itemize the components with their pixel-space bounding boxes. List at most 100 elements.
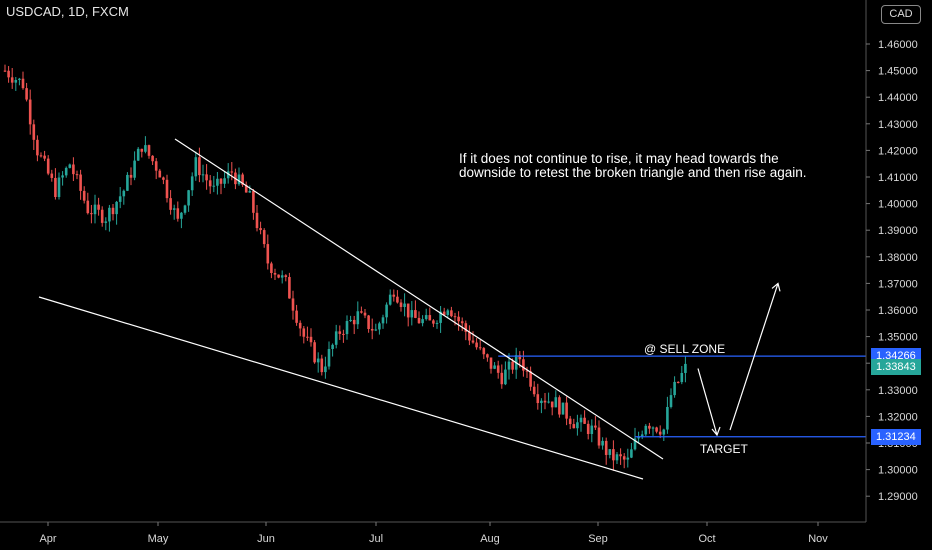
- candle-body: [172, 208, 176, 210]
- candle-body: [129, 174, 133, 178]
- candle-body: [50, 173, 54, 178]
- candle-body: [118, 196, 122, 202]
- candle-body: [511, 361, 514, 370]
- candle-body: [320, 358, 324, 373]
- candle-body: [133, 160, 136, 178]
- candle-body: [547, 401, 550, 403]
- candle-body: [565, 402, 568, 419]
- candle-body: [252, 190, 255, 213]
- candle-body: [471, 340, 475, 343]
- candle-body: [298, 322, 302, 329]
- candle-body: [241, 174, 244, 185]
- candle-body: [306, 336, 309, 338]
- candle-body: [648, 425, 651, 429]
- candle-body: [594, 425, 597, 428]
- candle-body: [396, 296, 399, 303]
- candle-body: [338, 331, 342, 334]
- candle-body: [313, 342, 316, 363]
- candle-body: [100, 209, 104, 223]
- candle-body: [342, 333, 345, 335]
- candle-body: [388, 294, 392, 305]
- y-tick-label: 1.35000: [878, 332, 918, 344]
- candle-body: [219, 178, 223, 184]
- candle-body: [554, 397, 558, 408]
- y-tick-label: 1.44000: [878, 92, 918, 104]
- candle-body: [504, 369, 507, 385]
- candle-body: [558, 397, 561, 415]
- candle-body: [162, 177, 165, 180]
- candle-body: [640, 434, 644, 437]
- candle-body: [493, 365, 496, 369]
- candle-body: [165, 179, 169, 199]
- candle-body: [500, 372, 504, 385]
- candle-body: [626, 457, 630, 460]
- candle-body: [637, 436, 640, 439]
- candle-body: [111, 207, 115, 215]
- target-label: TARGET: [700, 441, 748, 456]
- candle-body: [604, 440, 608, 455]
- x-axis: Apr May Jun Jul Aug Sep Oct Nov: [39, 522, 828, 545]
- candle-body: [316, 358, 320, 363]
- candle-body: [158, 170, 162, 178]
- candle-body: [439, 311, 442, 323]
- candle-body: [543, 400, 547, 403]
- candle-body: [334, 331, 338, 345]
- candle-body: [237, 174, 241, 185]
- candle-body: [280, 275, 284, 278]
- y-tick-label: 1.38000: [878, 252, 918, 264]
- candle-body: [356, 311, 360, 325]
- candle-body: [644, 425, 648, 435]
- candle-body: [349, 319, 352, 322]
- currency-button[interactable]: CAD: [881, 5, 921, 24]
- x-tick-label: Aug: [480, 533, 500, 545]
- candle-body: [86, 200, 90, 214]
- candle-body: [529, 371, 532, 387]
- y-tick-label: 1.40000: [878, 199, 918, 211]
- candle-body: [151, 155, 154, 162]
- candle-body: [327, 348, 331, 367]
- candle-body: [21, 78, 25, 89]
- y-axis: 1.46000 1.45000 1.44000 1.43000 1.42000 1.410…: [0, 0, 918, 523]
- candle-body: [259, 228, 262, 231]
- candle-body: [3, 70, 7, 72]
- candle-body: [25, 88, 28, 100]
- candle-body: [421, 319, 424, 324]
- candle-body: [608, 449, 612, 455]
- candle-body: [64, 167, 68, 176]
- sell-zone-label: @ SELL ZONE: [644, 342, 726, 357]
- candle-body: [270, 263, 273, 273]
- candle-body: [136, 148, 140, 161]
- candle-body: [147, 145, 151, 156]
- candle-body: [93, 204, 97, 215]
- candle-body: [457, 316, 460, 322]
- y-tick-label: 1.45000: [878, 66, 918, 78]
- candle-body: [572, 424, 576, 429]
- y-tick-label: 1.46000: [878, 39, 918, 51]
- candle-body: [673, 381, 676, 396]
- candle-body: [194, 157, 198, 177]
- candle-body: [475, 342, 478, 348]
- candle-body: [489, 357, 493, 369]
- y-tick-label: 1.30000: [878, 465, 918, 477]
- candle-body: [291, 298, 295, 311]
- candle-body: [154, 161, 158, 171]
- candle-body: [468, 331, 471, 341]
- candle-body: [144, 145, 147, 152]
- candle-body: [615, 454, 619, 461]
- candle-body: [583, 417, 586, 424]
- candle-body: [277, 274, 280, 278]
- candle-body: [532, 386, 536, 395]
- candle-body: [550, 401, 554, 408]
- y-tick-label: 1.43000: [878, 119, 918, 131]
- candle-body: [345, 321, 349, 335]
- candle-body: [140, 148, 144, 152]
- candle-body: [414, 310, 417, 318]
- candle-body: [46, 158, 50, 174]
- candle-body: [655, 427, 658, 432]
- y-tick-label: 1.33000: [878, 385, 918, 397]
- candle-body: [61, 175, 64, 178]
- candle-body: [576, 422, 579, 429]
- candle-body: [201, 174, 205, 176]
- candle-body: [370, 328, 374, 331]
